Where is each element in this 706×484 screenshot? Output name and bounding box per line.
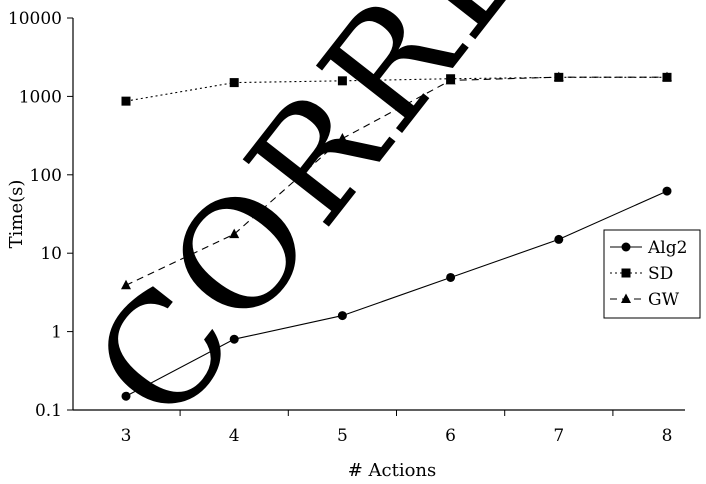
watermark-text: CORRECTED [61, 0, 706, 452]
data-point-sd [337, 76, 347, 86]
x-tick-label: 6 [445, 426, 456, 446]
legend-label-alg2: Alg2 [647, 238, 687, 258]
legend-label-sd: SD [648, 264, 673, 284]
y-tick-label: 10000 [8, 9, 62, 29]
legend-entry-alg2: Alg2 [610, 238, 687, 258]
data-point-gw [121, 279, 131, 290]
legend-box [603, 229, 701, 319]
series-line-gw [125, 76, 667, 286]
y-tick-label: 1000 [19, 87, 62, 107]
data-point-alg2 [121, 391, 131, 401]
data-point-alg2 [229, 334, 239, 344]
data-point-gw [553, 71, 564, 82]
data-point-alg2 [662, 186, 672, 196]
y-axis-title: Time(s) [6, 180, 27, 249]
y-tick-label: 100 [30, 166, 62, 186]
data-point-gw [445, 74, 456, 85]
y-tick-label: 10 [40, 244, 62, 264]
legend-marker-alg2 [621, 242, 631, 252]
data-point-alg2 [554, 234, 564, 244]
legend-marker-gw [621, 293, 631, 303]
legend-entry-gw: GW [610, 290, 680, 310]
data-point-alg2 [337, 311, 347, 321]
series-gw [121, 71, 672, 290]
x-tick-label: 5 [337, 426, 348, 446]
legend-entry-sd: SD [610, 264, 673, 284]
series-layer [121, 71, 672, 401]
data-point-gw [662, 71, 672, 82]
legend: Alg2 SD GW [603, 229, 701, 319]
series-line-alg2 [125, 190, 668, 397]
legend-label-gw: GW [648, 290, 680, 310]
axes: 0.1 1 10 100 1000 10000 3 4 5 6 7 8 [8, 9, 685, 446]
data-point-gw [229, 228, 240, 239]
legend-marker-sd [621, 268, 631, 278]
y-tick-label: 0.1 [35, 401, 62, 421]
series-line-sd [125, 76, 667, 102]
x-tick-label: 8 [662, 426, 673, 446]
data-point-sd [229, 78, 239, 88]
data-point-alg2 [446, 272, 456, 282]
x-tick-label: 3 [121, 426, 132, 446]
y-tick-label: 1 [51, 323, 62, 343]
x-tick-label: 7 [553, 426, 564, 446]
data-point-gw [337, 133, 348, 143]
x-axis-title: # Actions [348, 460, 437, 481]
series-alg2 [121, 186, 672, 401]
x-tick-label: 4 [229, 426, 240, 446]
data-point-sd [121, 96, 131, 106]
